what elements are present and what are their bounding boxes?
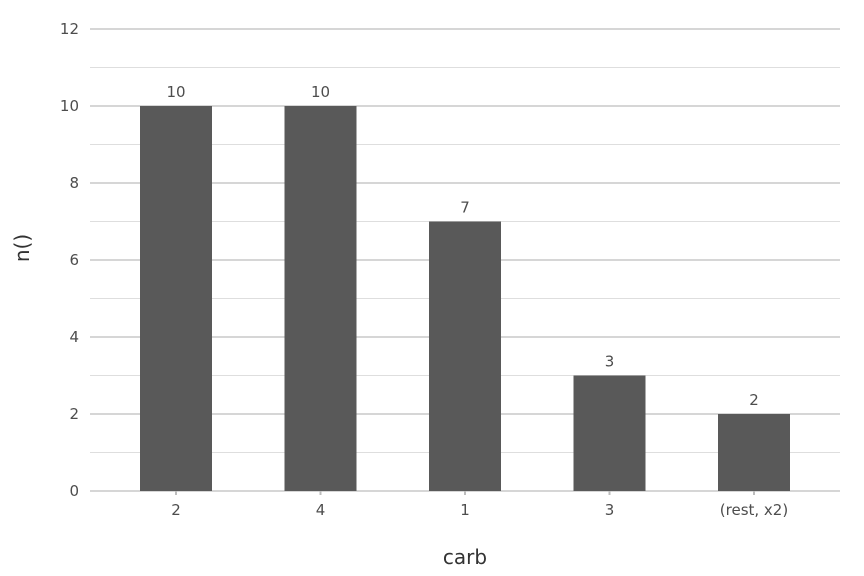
bars-layer (140, 106, 790, 491)
x-tick-label: 4 (316, 501, 326, 519)
bar (140, 106, 212, 491)
bar (284, 106, 357, 491)
data-label: 10 (166, 83, 185, 101)
y-tick-label: 6 (69, 251, 79, 269)
axis-ticks-layer: 0 2 4 6 8 10 12 2 4 1 3 (rest, x2) (60, 20, 788, 519)
data-label: 3 (605, 353, 615, 371)
data-label: 7 (460, 199, 470, 217)
x-tick-label: 2 (171, 501, 181, 519)
y-axis-title: n() (10, 234, 34, 262)
y-tick-label: 4 (69, 328, 79, 346)
x-tick-label: 1 (460, 501, 470, 519)
grid-layer (90, 28, 840, 492)
y-tick-label: 8 (69, 174, 79, 192)
bar (429, 221, 501, 491)
bar (718, 414, 790, 491)
data-label: 2 (749, 391, 759, 409)
y-tick-label: 12 (60, 20, 79, 38)
y-tick-label: 0 (69, 482, 79, 500)
y-tick-label: 10 (60, 97, 79, 115)
x-tick-label: 3 (605, 501, 615, 519)
x-axis-title: carb (443, 545, 487, 569)
data-label: 10 (311, 83, 330, 101)
bar (573, 375, 646, 491)
y-tick-label: 2 (69, 405, 79, 423)
data-labels-layer: 10 10 7 3 2 (166, 83, 758, 409)
x-tick-label: (rest, x2) (720, 501, 788, 519)
